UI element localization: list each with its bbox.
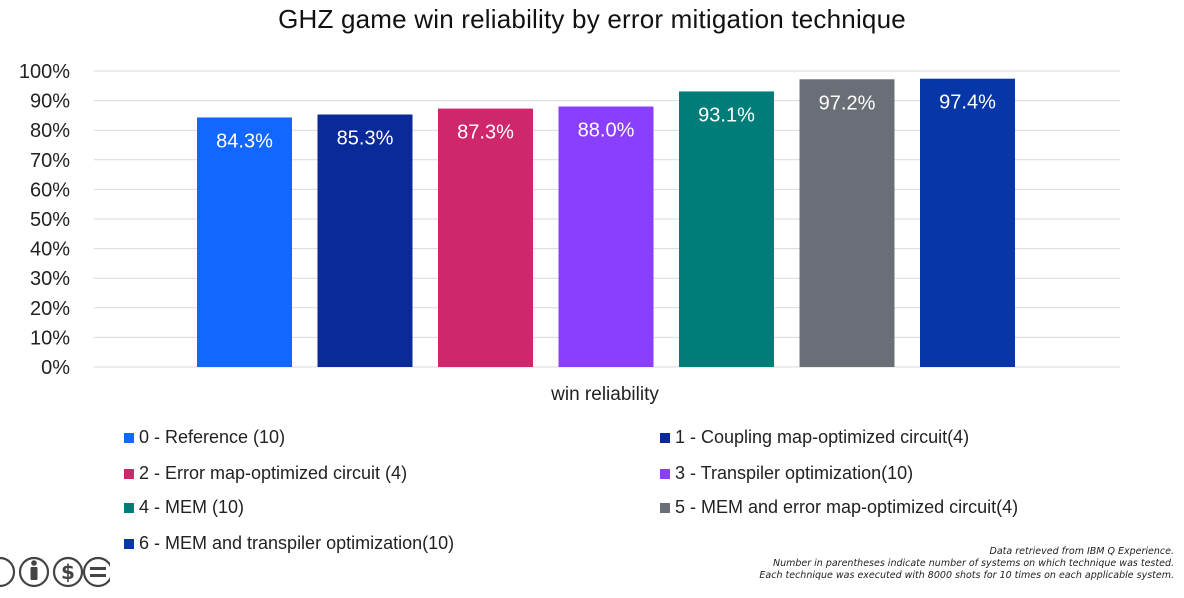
y-axis-ticks: 0% 10% 20% 30% 40% 50% 60% 70% 80% 90% 100% <box>19 61 70 379</box>
legend-swatch <box>660 432 670 443</box>
legend-item: 0 - Reference (10) <box>124 427 285 448</box>
legend-label: 1 - Coupling map-optimized circuit(4) <box>675 427 970 447</box>
y-tick-label: 40% <box>30 239 70 261</box>
x-axis-label: win reliability <box>551 384 659 405</box>
bar-2 <box>438 108 533 367</box>
data-label-5: 97.2% <box>819 92 876 114</box>
legend-label: 6 - MEM and transpiler optimization(10) <box>139 533 455 553</box>
data-label-4: 93.1% <box>698 104 755 126</box>
y-tick-label: 50% <box>30 209 70 231</box>
y-tick-label: 70% <box>30 150 70 172</box>
bar-1 <box>317 114 413 368</box>
legend: 0 - Reference (10) 1 - Coupling map-optim… <box>124 427 1018 554</box>
data-label-0: 84.3% <box>216 130 273 152</box>
bar-6 <box>920 78 1015 368</box>
legend-item: 1 - Coupling map-optimized circuit(4) <box>660 427 969 448</box>
y-tick-label: 80% <box>30 120 70 142</box>
legend-label: 0 - Reference (10) <box>139 427 286 447</box>
data-label-2: 87.3% <box>457 122 514 144</box>
y-tick-label: 60% <box>30 179 70 201</box>
legend-swatch <box>124 468 134 479</box>
legend-item: 6 - MEM and transpiler optimization(10) <box>124 533 454 554</box>
legend-label: 5 - MEM and error map-optimized circuit(… <box>675 497 1019 517</box>
data-label-6: 97.4% <box>939 92 996 114</box>
bar-0 <box>197 117 292 367</box>
y-tick-label: 20% <box>30 298 70 320</box>
y-tick-label: 100% <box>19 61 70 83</box>
chart-title: GHZ game win reliability by error mitiga… <box>278 4 906 34</box>
data-label-1: 85.3% <box>337 128 394 150</box>
bars <box>197 78 1015 368</box>
svg-text:$: $ <box>61 560 75 584</box>
bar-4 <box>679 91 774 367</box>
legend-item: 3 - Transpiler optimization(10) <box>660 463 913 484</box>
creative-commons-icon: $ <box>0 556 110 588</box>
y-tick-label: 90% <box>30 91 70 113</box>
footnote: Data retrieved from IBM Q Experience. Nu… <box>759 546 1174 582</box>
data-label-3: 88.0% <box>578 120 635 142</box>
legend-swatch <box>660 502 670 513</box>
footnote-line: Each technique was executed with 8000 sh… <box>759 570 1174 581</box>
legend-item: 5 - MEM and error map-optimized circuit(… <box>660 497 1018 518</box>
y-tick-label: 30% <box>30 268 70 290</box>
legend-label: 2 - Error map-optimized circuit (4) <box>139 463 408 483</box>
legend-item: 4 - MEM (10) <box>124 497 244 518</box>
footnote-line: Number in parentheses indicate number of… <box>772 558 1174 569</box>
data-labels: 84.3% 85.3% 87.3% 88.0% 93.1% 97.2% 97.4% <box>216 92 996 153</box>
legend-swatch <box>124 538 134 549</box>
bar-5 <box>799 79 895 368</box>
y-tick-label: 0% <box>41 357 70 379</box>
bar-3 <box>558 106 654 368</box>
legend-item: 2 - Error map-optimized circuit (4) <box>124 463 407 484</box>
footnote-line: Data retrieved from IBM Q Experience. <box>989 546 1174 557</box>
legend-swatch <box>124 502 134 513</box>
legend-swatch <box>660 468 670 479</box>
legend-label: 3 - Transpiler optimization(10) <box>675 463 914 483</box>
y-tick-label: 10% <box>30 327 70 349</box>
legend-swatch <box>124 432 134 443</box>
legend-label: 4 - MEM (10) <box>139 497 245 517</box>
